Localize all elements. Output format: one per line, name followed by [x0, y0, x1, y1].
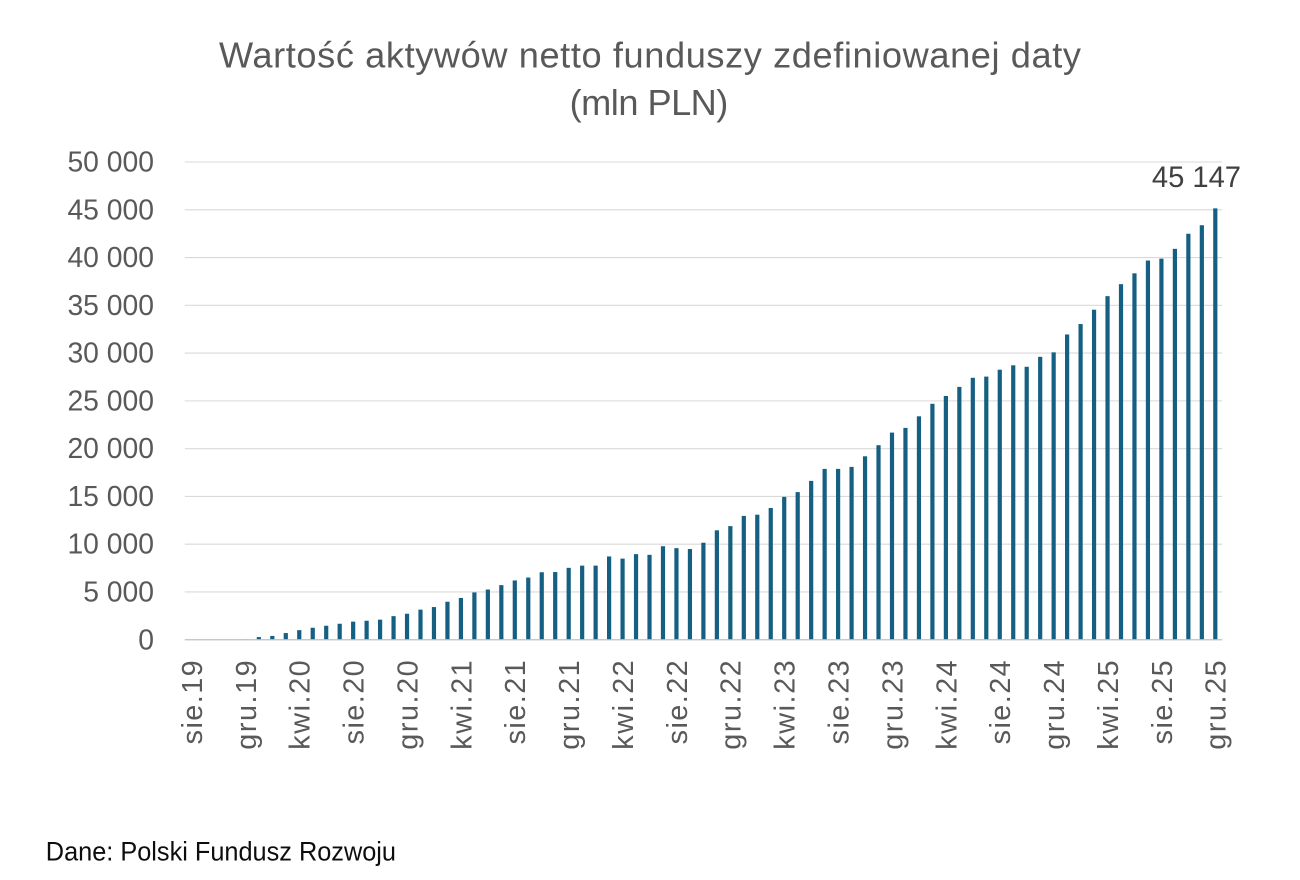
svg-text:50 000: 50 000: [67, 146, 154, 178]
svg-text:15 000: 15 000: [67, 480, 154, 512]
svg-text:kwi.21: kwi.21: [446, 660, 478, 749]
svg-text:sie.22: sie.22: [662, 660, 694, 744]
svg-text:5 000: 5 000: [83, 575, 154, 607]
svg-text:(mln PLN): (mln PLN): [570, 82, 729, 123]
svg-text:20 000: 20 000: [67, 432, 154, 464]
svg-text:gru.23: gru.23: [877, 660, 909, 749]
svg-text:gru.20: gru.20: [392, 660, 424, 749]
svg-text:0: 0: [138, 623, 154, 655]
svg-text:Dane: Polski Fundusz Rozwoju: Dane: Polski Fundusz Rozwoju: [46, 837, 396, 867]
svg-text:Wartość aktywów netto funduszy: Wartość aktywów netto funduszy zdefiniow…: [219, 35, 1082, 76]
svg-text:sie.25: sie.25: [1147, 660, 1179, 744]
svg-text:gru.22: gru.22: [716, 660, 748, 749]
svg-text:sie.20: sie.20: [339, 660, 371, 744]
svg-text:30 000: 30 000: [67, 337, 154, 369]
svg-text:gru.25: gru.25: [1201, 660, 1233, 749]
svg-text:40 000: 40 000: [67, 241, 154, 273]
svg-text:sie.23: sie.23: [824, 660, 856, 744]
svg-text:kwi.25: kwi.25: [1093, 660, 1125, 749]
svg-text:kwi.22: kwi.22: [608, 660, 640, 749]
svg-text:gru.19: gru.19: [231, 660, 263, 749]
svg-text:45 147: 45 147: [1152, 162, 1241, 194]
svg-text:sie.21: sie.21: [500, 660, 532, 744]
svg-text:sie.19: sie.19: [177, 660, 209, 744]
svg-text:kwi.20: kwi.20: [285, 660, 317, 749]
svg-text:gru.21: gru.21: [554, 660, 586, 749]
svg-text:10 000: 10 000: [67, 528, 154, 560]
svg-text:25 000: 25 000: [67, 384, 154, 416]
svg-text:45 000: 45 000: [67, 193, 154, 225]
svg-text:35 000: 35 000: [67, 289, 154, 321]
svg-text:kwi.24: kwi.24: [931, 660, 963, 749]
svg-text:gru.24: gru.24: [1039, 660, 1071, 749]
svg-text:sie.24: sie.24: [985, 660, 1017, 744]
svg-text:kwi.23: kwi.23: [770, 660, 802, 749]
